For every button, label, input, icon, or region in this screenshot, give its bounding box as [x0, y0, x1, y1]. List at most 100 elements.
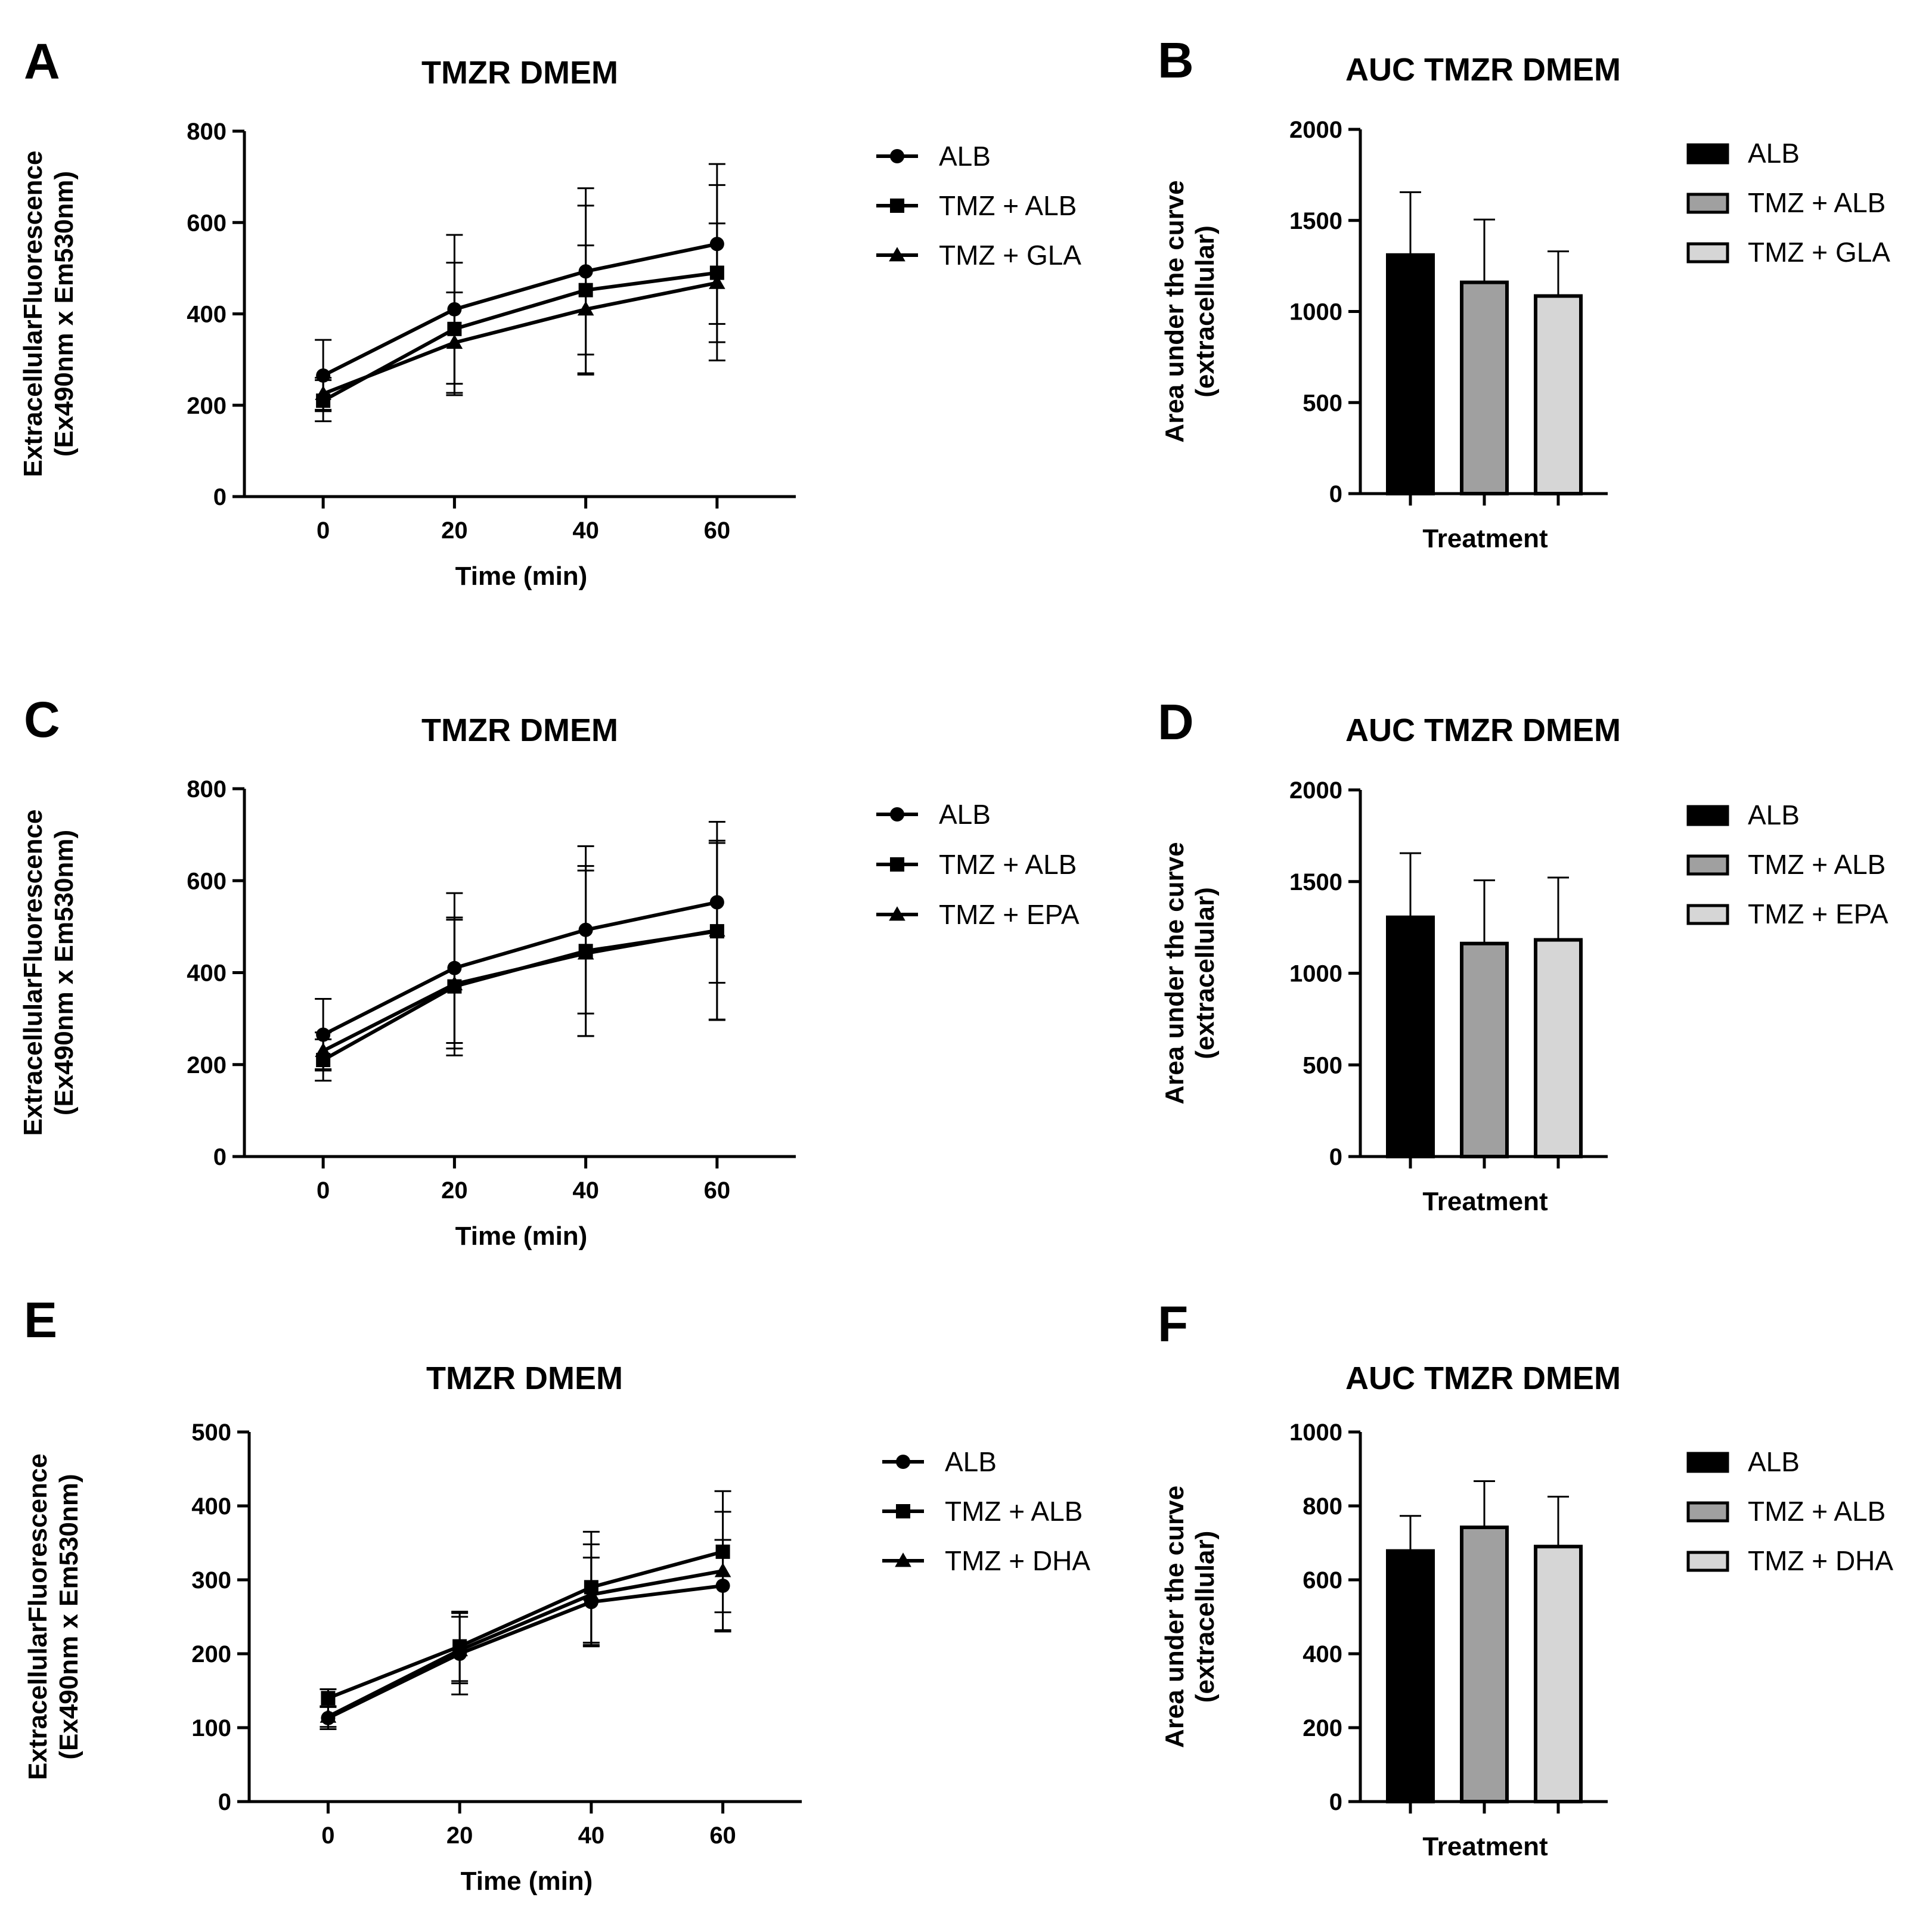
y-tick-label: 500 [1303, 390, 1342, 416]
chart-title: AUC TMZR DMEM [1345, 712, 1621, 748]
x-tick-label: 60 [704, 517, 731, 544]
legend-swatch [1686, 805, 1729, 826]
bar-2 [1534, 294, 1583, 495]
bar-chart-F: F AUC TMZR DMEM 0 200 400 600 800 1000 Treatment… [1158, 1296, 1893, 1861]
y-tick-label: 0 [1329, 1144, 1342, 1170]
legend-label: TMZ + ALB [1748, 849, 1886, 880]
x-axis-label: Treatment [1422, 1832, 1548, 1861]
y-tick-label: 400 [187, 960, 227, 987]
y-tick-label: 1000 [1289, 961, 1342, 987]
legend-marker [896, 1455, 910, 1469]
legend-label: ALB [1748, 1446, 1800, 1477]
legend-swatch [1686, 1551, 1729, 1572]
legend-marker [889, 906, 905, 921]
y-tick-label: 0 [218, 1789, 231, 1815]
series-line-2 [322, 928, 718, 1053]
y-tick-label: 500 [1303, 1052, 1342, 1078]
x-axis-label: Treatment [1422, 1187, 1548, 1216]
data-point [451, 1642, 468, 1657]
y-tick-label: 300 [191, 1567, 231, 1594]
bar-1 [1460, 1525, 1509, 1803]
series-line-0 [327, 1583, 723, 1720]
x-tick-label: 60 [709, 1822, 736, 1849]
legend-swatch [1686, 904, 1729, 925]
y-axis-label-units: (Ex490nm x Em530nm) [54, 1474, 83, 1759]
y-tick-label: 0 [1329, 1789, 1342, 1815]
series-line-0 [322, 900, 718, 1037]
panel-letter-C: C [24, 692, 60, 748]
y-tick-label: 200 [187, 393, 227, 419]
x-tick-label: 40 [572, 517, 599, 544]
bar-0 [1386, 915, 1435, 1159]
legend-label: TMZ + DHA [945, 1545, 1090, 1576]
panel-letter-F: F [1158, 1296, 1188, 1352]
y-axis-label: Area under the curve [1160, 842, 1189, 1104]
legend-label: ALB [939, 799, 991, 830]
bar-0 [1386, 253, 1435, 495]
bar-0 [1386, 1549, 1435, 1803]
y-axis-label: Area under the curve [1160, 1486, 1189, 1748]
series-line-1 [322, 271, 718, 402]
legend-marker [890, 807, 904, 822]
x-tick-label: 40 [572, 1177, 599, 1204]
y-axis-label: ExtracellularFluorescence [23, 1453, 52, 1780]
line-chart-E: E TMZR DMEM 0 100 200 300 400 500 0 20 40 60 Time (m… [23, 1292, 1090, 1896]
y-axis-label-units: (extracellular) [1190, 887, 1220, 1059]
panel-letter-E: E [24, 1292, 57, 1348]
panel-letter-A: A [24, 33, 60, 89]
data-point [320, 1708, 337, 1723]
y-axis-label-units: (Ex490nm x Em530nm) [49, 830, 79, 1115]
legend-label: ALB [945, 1446, 997, 1477]
bar-2 [1534, 1545, 1583, 1803]
x-tick-label: 0 [321, 1822, 334, 1849]
y-tick-label: 1000 [1289, 1419, 1342, 1446]
legend-marker [890, 199, 904, 213]
legend-label: TMZ + ALB [1748, 187, 1886, 218]
data-point [709, 274, 725, 289]
y-axis-label-units: (extracellular) [1190, 225, 1220, 398]
legend-marker [890, 857, 904, 872]
data-point [583, 1586, 600, 1601]
y-tick-label: 800 [187, 776, 227, 802]
y-tick-label: 200 [187, 1052, 227, 1078]
data-point [709, 922, 725, 937]
y-axis-label-units: (Ex490nm x Em530nm) [49, 171, 79, 457]
y-tick-label: 400 [191, 1493, 231, 1520]
legend-label: TMZ + GLA [939, 240, 1081, 271]
legend-marker [895, 1552, 911, 1567]
data-point [714, 1563, 731, 1577]
legend-label: TMZ + DHA [1748, 1545, 1893, 1576]
panel-letter-D: D [1158, 694, 1194, 750]
x-tick-label: 0 [317, 517, 330, 544]
legend-swatch [1686, 854, 1729, 876]
legend-swatch [1686, 143, 1729, 165]
y-axis-label: ExtracellularFluorescence [18, 151, 48, 478]
y-tick-label: 400 [187, 302, 227, 328]
legend-label: TMZ + EPA [939, 899, 1080, 930]
legend-label: TMZ + ALB [945, 1496, 1083, 1527]
chart-title: TMZR DMEM [421, 55, 618, 91]
y-tick-label: 200 [191, 1641, 231, 1667]
x-axis-label: Treatment [1422, 524, 1548, 553]
x-tick-label: 20 [446, 1822, 473, 1849]
chart-title: TMZR DMEM [426, 1360, 623, 1396]
bar-chart-D: D AUC TMZR DMEM 0 500 1000 1500 2000 Treatment A… [1158, 694, 1888, 1216]
bar-2 [1534, 938, 1583, 1159]
chart-title: TMZR DMEM [421, 712, 618, 748]
data-point [316, 368, 331, 383]
legend-label: TMZ + ALB [1748, 1496, 1886, 1527]
x-tick-label: 20 [441, 1177, 468, 1204]
y-tick-label: 400 [1303, 1641, 1342, 1667]
y-axis-label: ExtracellularFluorescence [18, 810, 48, 1136]
chart-title: AUC TMZR DMEM [1345, 52, 1621, 88]
data-point [446, 975, 463, 991]
x-axis-label: Time (min) [455, 562, 588, 591]
y-tick-label: 1500 [1289, 208, 1342, 234]
series-line-2 [322, 281, 718, 396]
legend-marker [896, 1504, 910, 1518]
chart-title: AUC TMZR DMEM [1345, 1360, 1621, 1396]
legend-label: TMZ + GLA [1748, 237, 1890, 268]
line-chart-A: A TMZR DMEM 0 200 400 600 800 0 20 40 60 Time (min)… [18, 33, 1081, 591]
data-point [321, 1691, 336, 1706]
data-point [315, 385, 331, 400]
